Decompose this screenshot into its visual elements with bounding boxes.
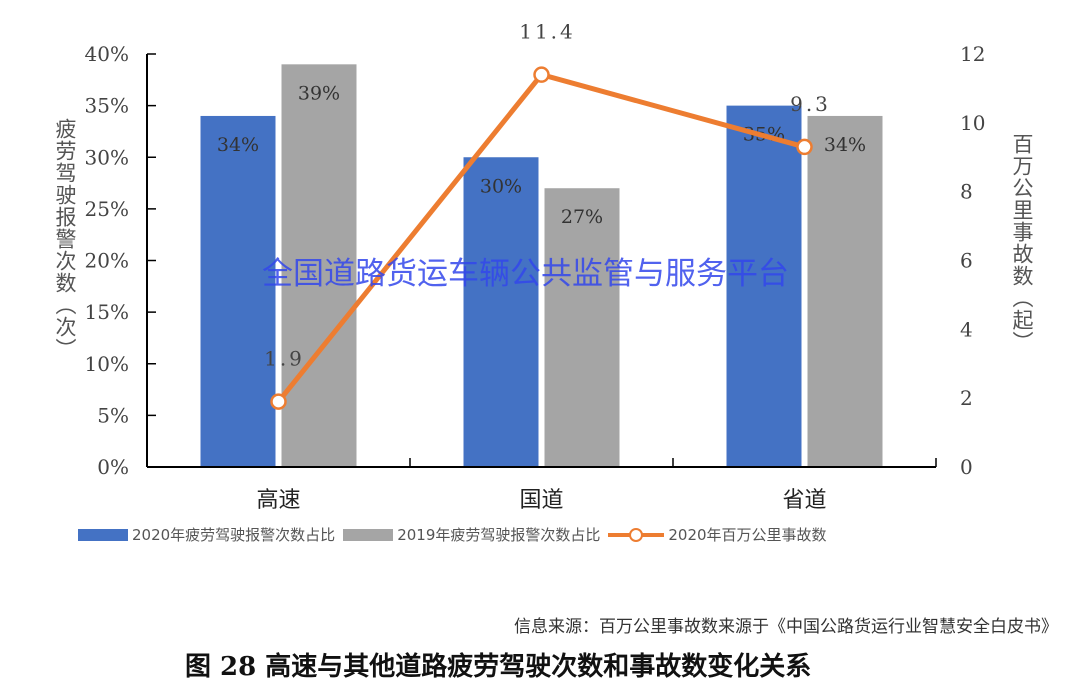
y-tick-label-left: 40% — [85, 42, 129, 66]
line-point — [533, 66, 550, 83]
y-tick-label-left: 15% — [85, 300, 129, 324]
legend-label: 2020年百万公里事故数 — [668, 526, 827, 544]
bar-data-label: 30% — [480, 175, 522, 197]
legend-swatch-blue — [78, 528, 128, 541]
line-data-label: 9.3 — [790, 92, 831, 116]
legend-label: 2020年疲劳驾驶报警次数占比 — [132, 526, 336, 544]
y-tick-label-left: 25% — [85, 197, 129, 221]
line-data-label: 11.4 — [519, 20, 576, 44]
y-tick-label-left: 5% — [97, 403, 129, 427]
y-tick-label-right: 10 — [960, 111, 985, 135]
y-tick-label-right: 6 — [960, 249, 973, 273]
figure-caption: 图 28 高速与其他道路疲劳驾驶次数和事故数变化关系 — [185, 652, 812, 682]
y-tick-label-left: 30% — [85, 145, 129, 169]
y-tick-label-right: 8 — [960, 180, 973, 204]
bar-2019 — [807, 115, 883, 467]
line-accidents — [276, 71, 806, 404]
y-tick-label-right: 0 — [960, 455, 973, 479]
y-axis-label-left: 疲劳驾驶报警次数（次） — [53, 118, 77, 360]
bar-data-label: 27% — [561, 206, 603, 228]
y-tick-label-left: 20% — [85, 249, 129, 273]
legend-label: 2019年疲劳驾驶报警次数占比 — [397, 526, 601, 544]
line-data-label: 1.9 — [264, 347, 305, 371]
bar-2019 — [544, 188, 620, 467]
x-tick-label: 省道 — [782, 488, 826, 513]
y-tick-label-left: 35% — [85, 94, 129, 118]
x-tick-label: 高速 — [256, 488, 300, 513]
bar-2020 — [200, 115, 276, 467]
bar-data-label: 39% — [298, 82, 340, 104]
bar-2020 — [726, 105, 802, 467]
y-tick-label-right: 4 — [960, 317, 973, 341]
y-axis-label-right: 百万公里事故数（起） — [1010, 133, 1034, 353]
watermark: 全国道路货运车辆公共监管与服务平台 — [262, 256, 789, 292]
y-tick-label-right: 2 — [960, 386, 973, 410]
legend-swatch-line — [608, 527, 665, 542]
bar-2019 — [281, 64, 357, 467]
legend-swatch-gray — [343, 528, 394, 541]
line-point — [796, 138, 813, 156]
legend: 2020年疲劳驾驶报警次数占比 2019年疲劳驾驶报警次数占比 2020年百万公… — [78, 524, 835, 545]
legend-item-2020-share: 2020年疲劳驾驶报警次数占比 — [78, 524, 335, 545]
legend-item-2019-share: 2019年疲劳驾驶报警次数占比 — [343, 524, 600, 545]
y-tick-label-right: 12 — [960, 42, 985, 66]
legend-item-accidents: 2020年百万公里事故数 — [608, 524, 827, 545]
y-tick-label-left: 10% — [85, 352, 129, 376]
y-tick-label-left: 0% — [97, 455, 129, 479]
bar-2020 — [463, 157, 539, 467]
line-point — [270, 393, 287, 410]
chart: 34%30%35%39%27%34%0%5%10%15%20%25%30%35%… — [85, 20, 986, 513]
bar-data-label: 34% — [824, 134, 866, 156]
bar-data-label: 34% — [217, 134, 259, 156]
x-tick-label: 国道 — [519, 488, 563, 513]
source-note: 信息来源：百万公里事故数来源于《中国公路货运行业智慧安全白皮书》 — [514, 617, 1058, 637]
